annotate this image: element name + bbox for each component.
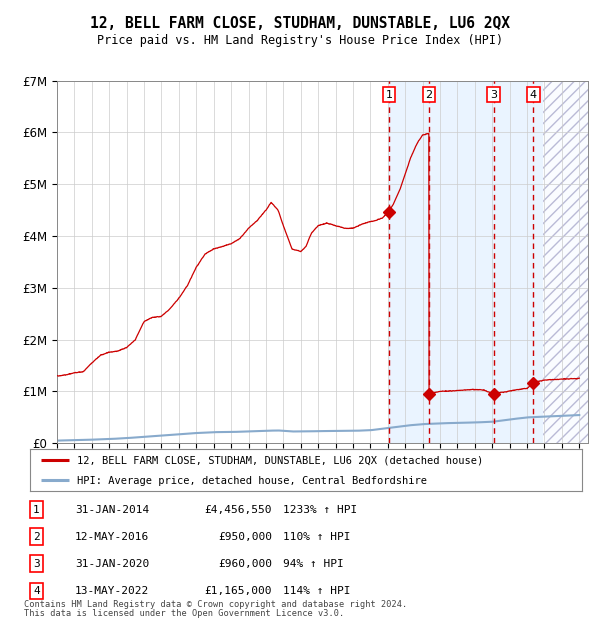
Bar (389, 81, 588, 443)
Text: 12-MAY-2016: 12-MAY-2016 (75, 532, 149, 542)
Text: 1233% ↑ HPI: 1233% ↑ HPI (283, 505, 358, 515)
Text: 31-JAN-2020: 31-JAN-2020 (75, 559, 149, 569)
Text: Contains HM Land Registry data © Crown copyright and database right 2024.: Contains HM Land Registry data © Crown c… (24, 600, 407, 609)
Text: 13-MAY-2022: 13-MAY-2022 (75, 586, 149, 596)
Text: HPI: Average price, detached house, Central Bedfordshire: HPI: Average price, detached house, Cent… (77, 476, 427, 485)
Text: 110% ↑ HPI: 110% ↑ HPI (283, 532, 351, 542)
Text: 4: 4 (530, 90, 537, 100)
Text: 1: 1 (386, 90, 392, 100)
Text: 12, BELL FARM CLOSE, STUDHAM, DUNSTABLE, LU6 2QX (detached house): 12, BELL FARM CLOSE, STUDHAM, DUNSTABLE,… (77, 455, 483, 465)
Text: £4,456,550: £4,456,550 (205, 505, 272, 515)
Text: 2: 2 (33, 532, 40, 542)
Text: 2: 2 (425, 90, 433, 100)
Text: £1,165,000: £1,165,000 (205, 586, 272, 596)
Text: 3: 3 (33, 559, 40, 569)
Text: 4: 4 (33, 586, 40, 596)
Text: £950,000: £950,000 (218, 532, 272, 542)
Text: 12, BELL FARM CLOSE, STUDHAM, DUNSTABLE, LU6 2QX: 12, BELL FARM CLOSE, STUDHAM, DUNSTABLE,… (90, 16, 510, 31)
Bar (543, 81, 588, 443)
Text: 94% ↑ HPI: 94% ↑ HPI (283, 559, 344, 569)
Text: This data is licensed under the Open Government Licence v3.0.: This data is licensed under the Open Gov… (24, 608, 344, 618)
Text: £960,000: £960,000 (218, 559, 272, 569)
Text: 3: 3 (490, 90, 497, 100)
Text: 31-JAN-2014: 31-JAN-2014 (75, 505, 149, 515)
Text: Price paid vs. HM Land Registry's House Price Index (HPI): Price paid vs. HM Land Registry's House … (97, 34, 503, 46)
Bar (543, 81, 588, 443)
Text: 1: 1 (33, 505, 40, 515)
Text: 114% ↑ HPI: 114% ↑ HPI (283, 586, 351, 596)
